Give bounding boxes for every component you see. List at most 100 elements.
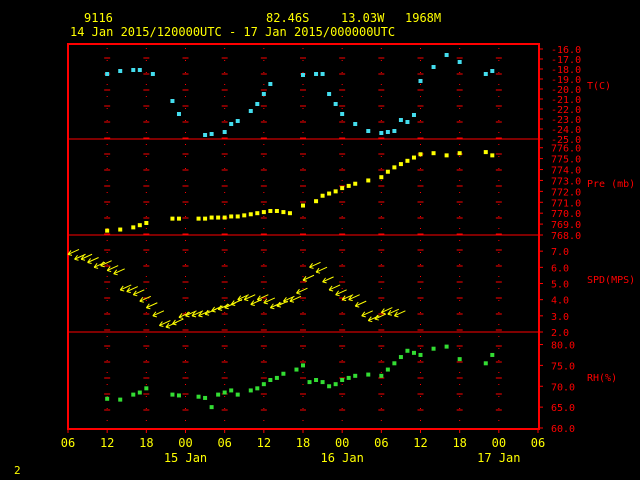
data-point <box>255 211 260 216</box>
wind-arrow-head <box>139 300 144 303</box>
data-point <box>281 210 286 215</box>
wind-arrow-head <box>309 263 313 268</box>
data-point <box>261 382 266 387</box>
wind-arrow <box>257 294 269 301</box>
data-point <box>320 193 325 198</box>
data-point <box>314 72 319 76</box>
data-point <box>385 130 390 134</box>
wind-arrow <box>394 310 406 317</box>
wind-arrow <box>315 266 328 273</box>
data-point <box>333 189 338 194</box>
data-point <box>268 378 273 382</box>
data-point <box>118 69 123 73</box>
wind-arrow-head <box>185 315 190 318</box>
wind-arrow <box>159 320 171 326</box>
wind-arrow-head <box>237 299 242 302</box>
data-point <box>235 119 240 123</box>
wind-arrow-head <box>218 308 223 311</box>
wind-arrow-head <box>191 311 196 317</box>
wind-arrow-head <box>250 300 255 305</box>
wind-arrow <box>335 289 347 296</box>
wind-arrow-head <box>354 301 359 307</box>
wind-arrow-head <box>152 315 157 318</box>
x-axis: 06 12 18 00 06 12 18 00 06 12 18 00 06 15 Jan 16 Jan 17… <box>61 428 545 465</box>
data-point <box>320 380 325 385</box>
wind-arrow-head <box>328 285 333 291</box>
wind-arrow-head <box>126 287 131 292</box>
wind-arrow-head <box>132 290 137 296</box>
data-point <box>340 112 345 116</box>
panel-label: SPD(MPS) <box>587 275 635 286</box>
data-point <box>353 122 358 126</box>
data-point <box>483 361 488 366</box>
data-point <box>248 388 253 393</box>
wind-arrow-head <box>100 265 105 268</box>
data-point <box>255 102 260 106</box>
wind-arrow <box>80 253 93 260</box>
wind-arrow <box>387 308 400 315</box>
data-point <box>340 186 345 191</box>
wind-arrow <box>217 303 230 310</box>
data-point <box>418 152 423 157</box>
data-point <box>203 216 208 221</box>
wind-arrow-head <box>204 309 209 315</box>
y-tick-label: -16.0 <box>551 45 581 56</box>
wind-arrow-head <box>139 296 144 302</box>
wind-arrow-head <box>198 315 203 318</box>
x-tick-label: 18 <box>139 436 153 450</box>
data-point <box>411 350 416 355</box>
data-point <box>131 225 136 230</box>
wind-arrow <box>368 315 380 322</box>
wind-arrow-head <box>67 250 72 255</box>
wind-arrow-head <box>165 322 170 328</box>
wind-arrow <box>126 286 138 293</box>
data-point <box>105 228 110 233</box>
wind-arrow-head <box>250 304 255 307</box>
wind-arrow <box>263 297 276 304</box>
wind-arrow <box>133 289 145 296</box>
wind-arrow-head <box>387 313 392 316</box>
y-tick-label: -18.0 <box>551 65 581 76</box>
y-tick-label: -22.0 <box>551 105 581 116</box>
y-tick-label: 773.0 <box>551 176 581 187</box>
wind-arrow-head <box>387 309 392 315</box>
wind-arrow-head <box>244 299 249 302</box>
y-tick-label: 3.0 <box>551 312 569 323</box>
wind-arrow-head <box>269 303 274 309</box>
wind-arrow-head <box>211 306 216 312</box>
y-tick-label: -21.0 <box>551 95 581 106</box>
wind-arrow-head <box>348 299 353 302</box>
data-point <box>229 388 234 393</box>
data-point <box>216 392 221 397</box>
wind-arrow-head <box>302 275 307 281</box>
data-point <box>203 133 208 137</box>
data-point <box>209 405 214 410</box>
data-point <box>379 175 384 180</box>
data-point <box>366 372 371 377</box>
wind-arrow <box>244 294 256 301</box>
data-point <box>444 153 449 158</box>
data-point <box>379 373 384 378</box>
wind-arrow-head <box>67 253 73 256</box>
data-point <box>261 92 266 96</box>
wind-arrow-head <box>335 294 340 297</box>
data-point <box>444 53 449 57</box>
wind-arrow <box>146 302 158 309</box>
wind-arrow <box>139 295 152 302</box>
data-point <box>327 384 332 389</box>
wind-arrow-head <box>107 270 112 273</box>
wind-arrow-head <box>191 315 197 318</box>
wind-arrow <box>302 274 315 281</box>
wind-arrow-head <box>172 319 176 325</box>
y-tick-label: 60.0 <box>551 424 575 435</box>
wind-arrow-head <box>263 298 268 304</box>
wind-arrow-head <box>361 315 366 318</box>
data-point <box>268 82 273 86</box>
data-point <box>209 215 214 220</box>
x-tick-label: 18 <box>296 436 310 450</box>
station-longitude: 13.03W <box>341 11 385 25</box>
data-point <box>314 199 319 204</box>
humidity-panel: 80.0 75.0 70.0 65.0 60.0 RH(%) <box>105 341 617 435</box>
wind-arrow-head <box>257 299 262 302</box>
